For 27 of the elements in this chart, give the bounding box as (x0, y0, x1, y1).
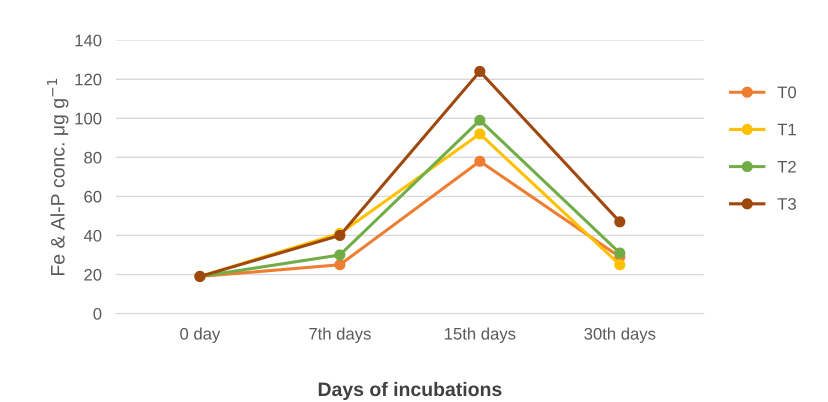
legend-label: T0 (778, 86, 796, 98)
point (614, 247, 626, 259)
legend-label: T3 (778, 198, 796, 210)
x-tick-label: 15th days (444, 327, 516, 343)
x-tick-label: 7th days (309, 327, 371, 343)
x-tick-label: 30th days (584, 327, 656, 343)
y-tick-label: 100 (75, 112, 102, 125)
y-tick-label: 60 (84, 190, 102, 203)
y-tick-label: 140 (75, 34, 102, 46)
y-tick-label: 80 (84, 152, 102, 164)
point (334, 249, 346, 261)
point (614, 259, 626, 270)
y-tick-label: 20 (84, 268, 102, 281)
y-tick-label: 0 (93, 308, 102, 320)
point (474, 156, 486, 167)
point (474, 114, 486, 126)
legend-label: T2 (778, 160, 796, 172)
point (474, 128, 486, 140)
x-tick-label: 0 day (180, 327, 220, 343)
legend-label: T1 (778, 124, 796, 136)
y-tick-label: 120 (75, 74, 102, 86)
y-axis-title: Fe & Al-P conc. μg g$^{−1}$ (47, 78, 68, 276)
point (614, 216, 626, 228)
point (334, 259, 346, 270)
x-axis-title: Days of incubations (318, 382, 502, 400)
y-tick-label: 40 (84, 230, 102, 242)
point (474, 66, 486, 77)
